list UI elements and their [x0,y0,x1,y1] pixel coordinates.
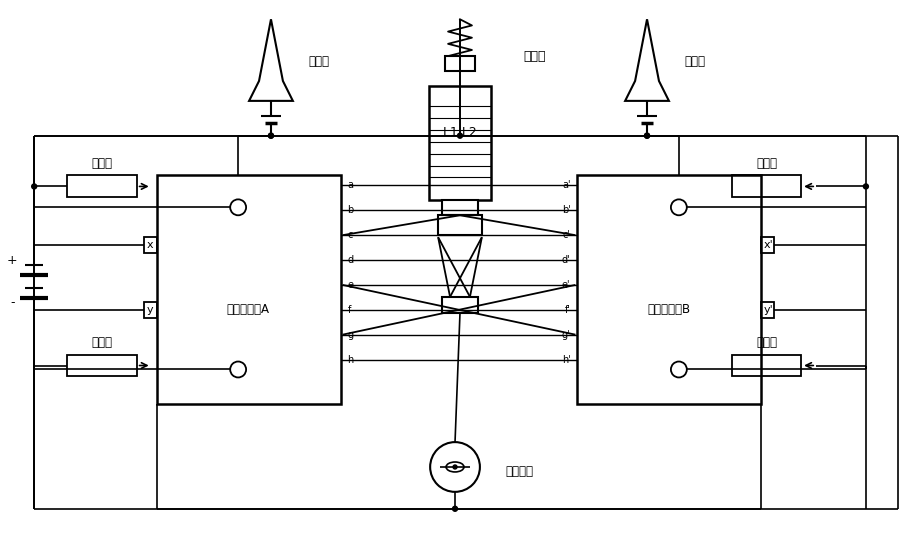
Bar [429,86,491,200]
Text: 脉冲点火器B: 脉冲点火器B [647,303,690,316]
Text: L1 L2: L1 L2 [443,126,477,139]
Bar [67,176,137,198]
Bar [732,355,801,376]
Bar [438,215,482,235]
Text: x': x' [764,240,773,250]
Text: -: - [10,296,15,309]
Circle shape [453,465,457,469]
Circle shape [458,133,462,138]
Text: 脉冲点火器A: 脉冲点火器A [227,303,269,316]
Text: 点火针: 点火针 [91,336,112,349]
Bar [762,302,775,318]
Text: 反馈针: 反馈针 [756,157,777,170]
Text: 热电偶: 热电偶 [308,55,329,68]
Text: d: d [347,255,354,265]
Text: +: + [7,254,17,267]
Text: g: g [347,329,354,340]
Text: h: h [347,355,354,365]
Text: h': h' [562,355,571,365]
Text: y: y [146,305,153,315]
Text: d': d' [562,255,571,265]
Text: e: e [347,280,354,290]
Circle shape [864,184,868,189]
Bar [442,200,478,215]
Text: 电磁阀: 电磁阀 [523,50,546,63]
Text: b': b' [562,205,571,215]
Text: g': g' [562,329,571,340]
Bar [143,237,156,253]
Circle shape [644,133,650,138]
Text: y': y' [764,305,773,315]
Circle shape [452,507,458,511]
Text: b: b [347,205,354,215]
Bar [577,176,762,404]
Text: c': c' [562,230,571,240]
Text: f: f [347,305,351,315]
Bar [762,237,775,253]
Bar [442,297,478,313]
Text: 反馈针: 反馈针 [91,157,112,170]
Bar [445,56,475,71]
Bar [732,176,801,198]
Text: f': f' [564,305,571,315]
Text: a': a' [562,180,571,191]
Circle shape [32,184,37,189]
Text: e': e' [562,280,571,290]
Bar [143,302,156,318]
Text: 点火针: 点火针 [756,336,777,349]
Bar [156,176,341,404]
Circle shape [268,133,274,138]
Text: 热电偶: 热电偶 [685,55,705,68]
Circle shape [644,133,650,138]
Circle shape [268,133,274,138]
Text: 微动开关: 微动开关 [505,465,534,478]
Text: x: x [146,240,153,250]
Text: c: c [347,230,353,240]
Text: a: a [347,180,354,191]
Bar [67,355,137,376]
